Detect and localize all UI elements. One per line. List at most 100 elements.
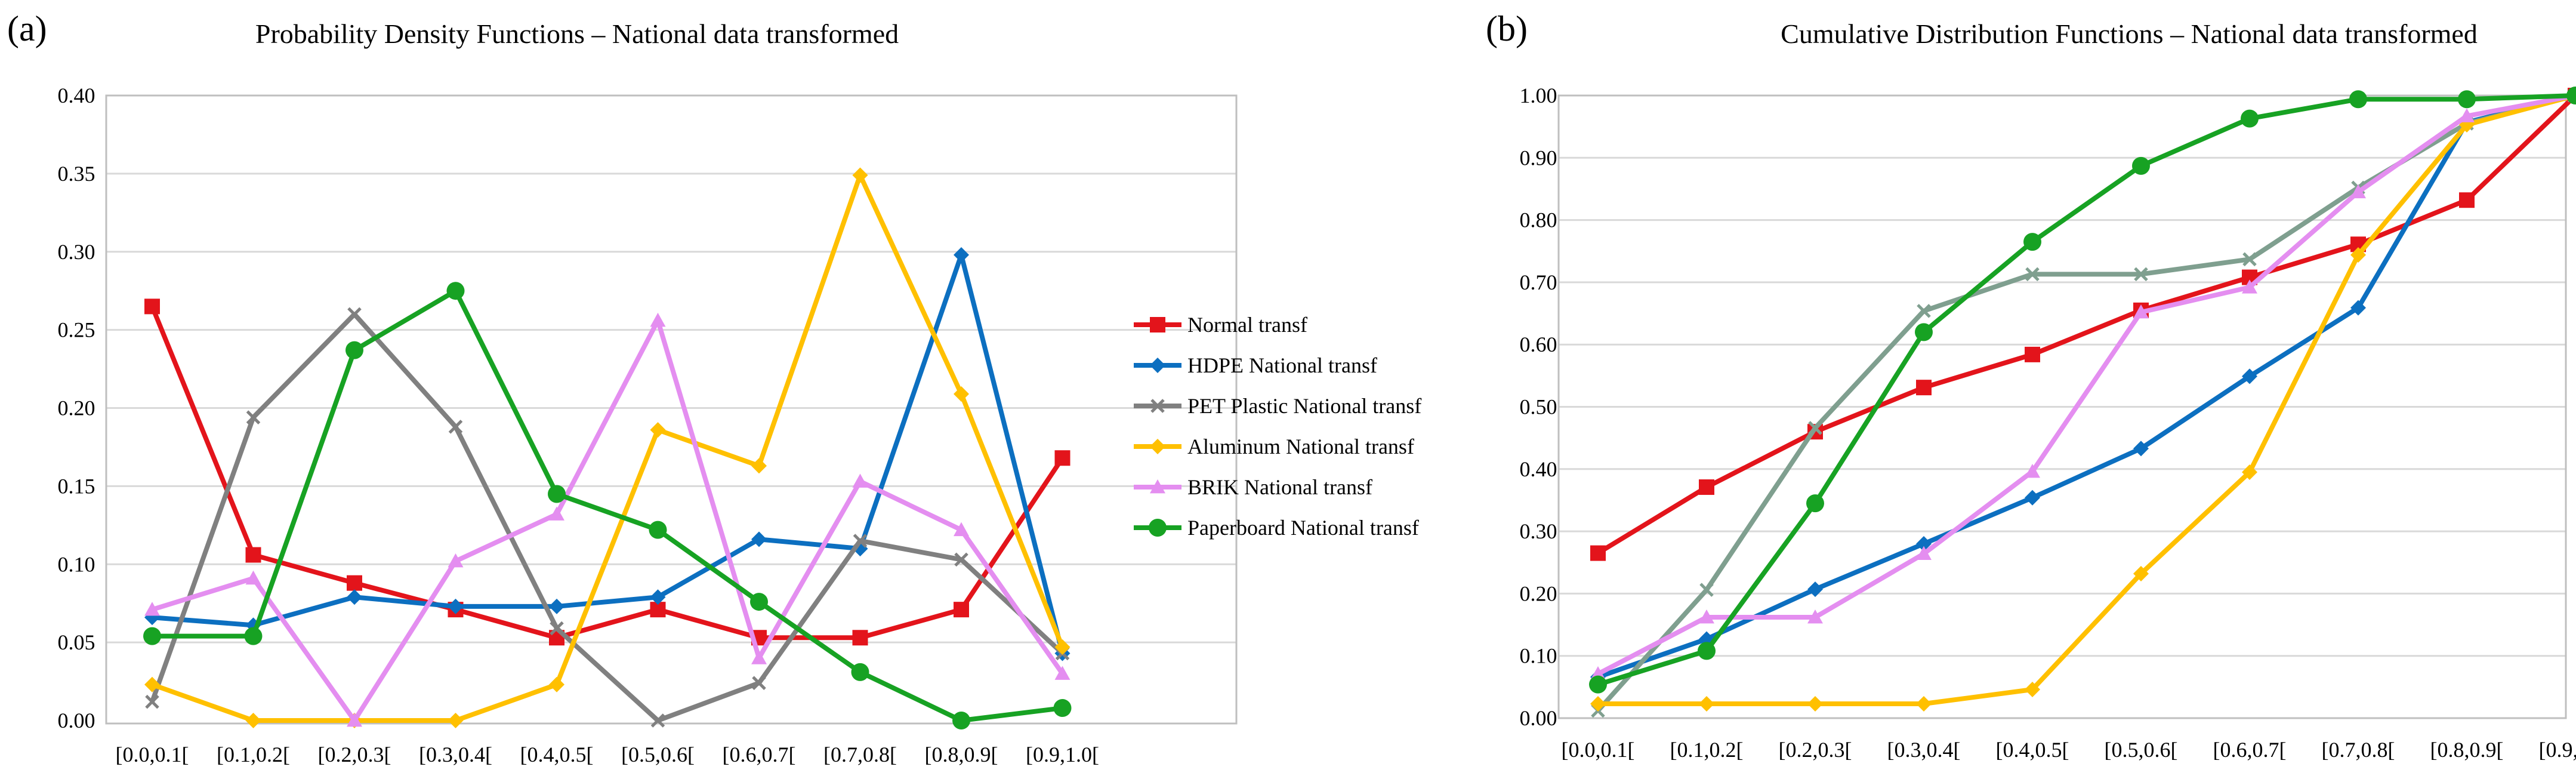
plot-frame [1557,94,2567,719]
series-normal-transf [144,298,1070,646]
y-tick-label: 0.40 [58,84,95,107]
series-line [151,318,1065,723]
legend-label: HDPE National transf [1187,353,1377,377]
data-point [1054,639,1070,655]
data-point [752,676,766,690]
data-point [448,598,464,614]
y-tick-label: 0.25 [58,318,95,342]
legend-marker [1149,519,1167,537]
data-point [2459,192,2475,208]
data-point [2350,300,2366,316]
data-point [1808,421,1822,435]
data-point [448,420,463,434]
y-tick-label: 0.20 [58,396,95,420]
chart-panel-a: (a) Probability Density Functions – Natio… [7,9,1421,766]
series-line [1596,94,2576,556]
data-point [1053,699,1072,718]
data-point [954,552,968,567]
data-point [1699,479,1714,495]
data-point [1917,304,1931,318]
data-point [851,663,869,681]
data-point [2242,464,2257,481]
legend-item: HDPE National transf [1134,353,1377,377]
x-tick-label: [0.1,0.2[ [1670,738,1744,762]
data-point [1806,494,1824,513]
data-point [446,282,465,300]
series-line [150,312,1065,723]
data-point [143,627,161,645]
series-brik-national-transf [144,312,1070,727]
panel-label: (b) [1486,9,1528,48]
data-point [2133,441,2149,457]
data-point [954,247,969,263]
data-point [1698,642,1716,660]
data-point [650,422,666,438]
x-tick-label: [0.8,0.9[ [2430,738,2504,762]
data-point [2023,233,2041,251]
legend-label: BRIK National transf [1187,475,1372,499]
data-point [2025,489,2040,506]
data-point [1590,545,1606,561]
y-tick-label: 1.00 [1520,84,1557,107]
y-tick-label: 0.10 [1520,644,1557,668]
series-pet-plastic-national-transf [145,307,1070,728]
series-line [1597,93,2576,687]
data-point [2242,368,2257,384]
x-tick-label: [0.7,0.8[ [823,743,897,766]
x-tick-label: [0.0,0.1[ [116,743,189,766]
data-point [2025,682,2040,698]
y-tick-label: 0.30 [58,240,95,264]
data-point [650,312,666,327]
data-point [246,410,261,424]
x-tick-label: [0.8,0.9[ [925,743,998,766]
data-point [1807,696,1823,712]
x-tick-label: [0.4,0.5[ [520,743,594,766]
legend-item: Normal transf [1134,313,1307,337]
data-point [2241,109,2259,128]
series-line [150,305,1065,641]
data-point [1807,609,1823,624]
x-tick-label: [0.6,0.7[ [2213,738,2287,762]
data-point [954,522,969,537]
x-tick-label: [0.9,1.0[ [2539,738,2576,762]
data-point [2025,463,2040,478]
data-point [650,713,665,728]
data-point [853,534,868,548]
data-point [2132,156,2150,175]
data-point [1590,696,1606,712]
x-tick-label: [0.2,0.3[ [1779,738,1852,762]
legend-item: BRIK National transf [1134,475,1372,499]
x-tick-label: [0.9,1.0[ [1026,743,1099,766]
data-point [750,593,768,611]
x-tick-label: [0.7,0.8[ [2322,738,2395,762]
data-point [549,676,564,692]
data-point [345,341,363,359]
series-line [1598,93,2576,707]
data-point [548,485,566,503]
data-point [2350,184,2366,199]
data-point [1916,380,1932,396]
legend-label: PET Plastic National transf [1187,394,1421,418]
y-tick-label: 0.70 [1520,270,1557,294]
x-tick-label: [0.5,0.6[ [2105,738,2178,762]
data-point [144,602,160,616]
series-line [152,288,1063,723]
legend-label: Paperboard National transf [1187,516,1419,540]
data-point [245,713,261,728]
data-point [245,547,261,563]
legend-item: Paperboard National transf [1134,516,1419,540]
data-point [550,621,564,636]
data-point [650,589,666,605]
data-point [448,713,464,728]
data-point [2349,90,2367,109]
legend-marker [1150,479,1165,494]
legend: Normal transf HDPE National transf PET Pla… [1134,313,1421,540]
data-point [1915,323,1933,341]
x-tick-label: [0.0,0.1[ [1562,738,1635,762]
chart-title: Cumulative Distribution Functions – Nati… [1781,19,2478,49]
data-point [144,676,160,692]
data-point [2458,90,2476,109]
x-tick-label: [0.3,0.4[ [419,743,492,766]
data-point [145,694,159,709]
